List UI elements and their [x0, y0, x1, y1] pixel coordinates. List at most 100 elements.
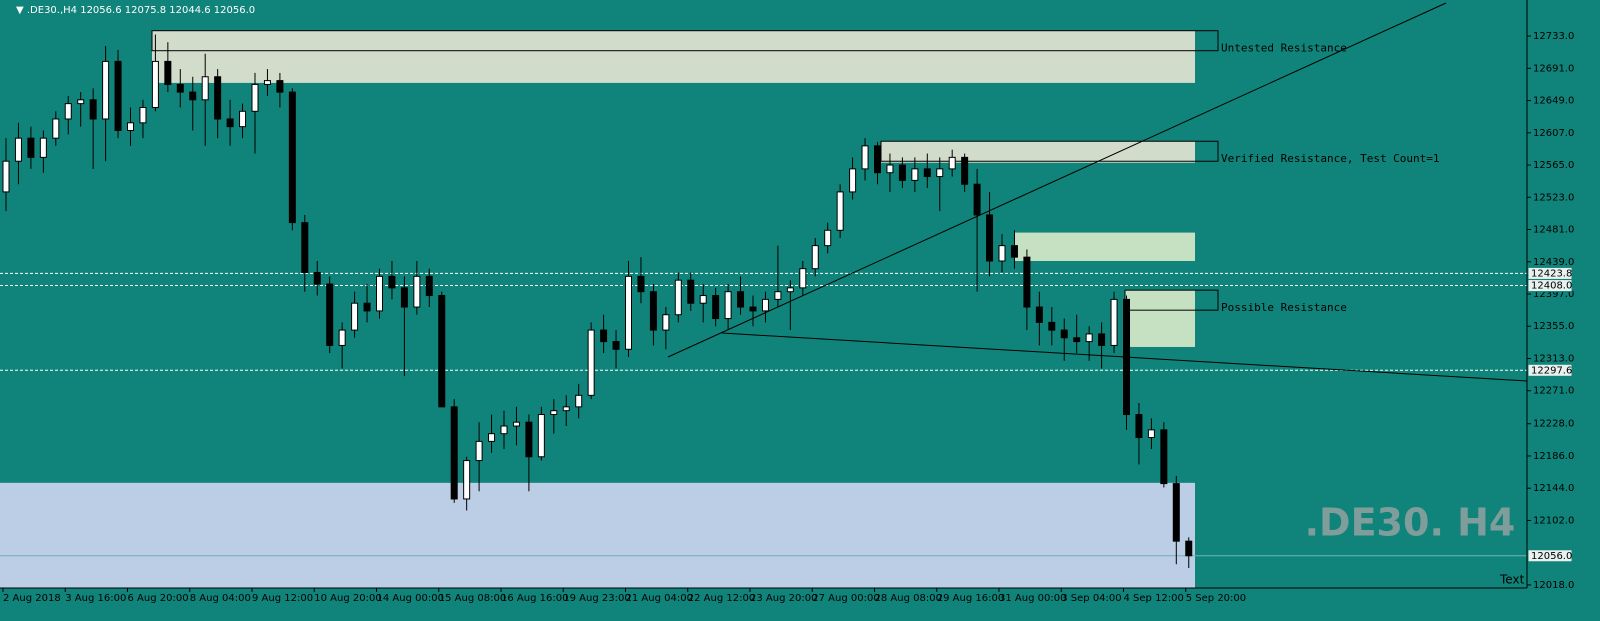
candle-body — [1085, 333, 1093, 343]
candle-body — [998, 245, 1006, 262]
candle-body — [537, 414, 545, 458]
candle-body — [1110, 298, 1118, 346]
candle-body — [413, 275, 421, 308]
y-tick-label: 12649.0 — [1533, 96, 1574, 107]
y-tick-label: 12355.0 — [1533, 321, 1574, 332]
candle-body — [525, 421, 533, 458]
x-tick-label: 19 Aug 23:00 — [563, 593, 630, 604]
candle-body — [625, 275, 632, 350]
candle-body — [500, 425, 508, 435]
candle-body — [239, 110, 247, 128]
candle-body — [836, 191, 844, 231]
y-tick-label: 12397.0 — [1533, 289, 1574, 300]
candle-body — [313, 272, 321, 285]
candle-body — [102, 60, 110, 120]
candle-body — [786, 287, 794, 293]
candle-body — [512, 421, 520, 427]
x-tick-label: 31 Aug 00:00 — [999, 593, 1066, 604]
candle-body — [39, 137, 47, 158]
level-label-box — [1527, 279, 1573, 293]
candle-body — [948, 156, 956, 170]
zone-label-box — [151, 30, 1219, 52]
candle-body — [774, 291, 782, 300]
candle-body — [1010, 245, 1018, 258]
zone-label: Untested Resistance — [1221, 42, 1347, 55]
candle-body — [562, 406, 570, 412]
candle-body — [1060, 329, 1068, 339]
level-label: 12423.8 — [1531, 268, 1572, 279]
candle-body — [226, 118, 234, 128]
x-tick-label: 2 Aug 2018 — [3, 593, 61, 604]
candle-body — [575, 394, 583, 408]
x-tick-label: 28 Aug 08:00 — [875, 593, 942, 604]
y-tick-label: 12144.0 — [1533, 483, 1574, 494]
candle-body — [936, 168, 944, 178]
candle-body — [164, 60, 172, 85]
y-tick-label: 12018.0 — [1533, 580, 1574, 591]
candle-body — [1098, 333, 1106, 346]
candle-body — [898, 164, 906, 181]
candle-body — [351, 302, 359, 331]
candle-body — [438, 295, 446, 408]
candle-body — [973, 183, 981, 216]
candle-body — [649, 291, 657, 331]
candle-body — [1135, 414, 1143, 439]
y-tick-label: 12733.0 — [1533, 31, 1574, 42]
x-tick-label: 14 Aug 00:00 — [377, 593, 444, 604]
candle-body — [114, 60, 122, 131]
candle-body — [201, 76, 209, 101]
candle-body — [14, 137, 22, 162]
chart-header: ▼ .DE30.,H4 12056.6 12075.8 12044.6 1205… — [16, 5, 255, 16]
candle-body — [338, 329, 346, 346]
candle-body — [139, 106, 147, 124]
candle-body — [1185, 540, 1193, 557]
candle-body — [612, 341, 620, 350]
zone — [0, 482, 1195, 588]
candle-body — [699, 295, 707, 304]
level-label-box — [1527, 549, 1573, 563]
y-tick-label: 12565.0 — [1533, 160, 1574, 171]
candle-body — [662, 314, 670, 331]
candle-body — [874, 145, 881, 174]
candle-body — [724, 291, 732, 320]
candle-body — [376, 275, 383, 312]
candle-body — [276, 80, 284, 93]
y-tick-label: 12523.0 — [1533, 192, 1574, 203]
candle-body — [363, 302, 371, 312]
candle-body — [52, 118, 60, 139]
candle-body — [687, 279, 695, 304]
zone — [1125, 290, 1195, 347]
candle-body — [301, 222, 309, 274]
x-tick-label: 6 Aug 20:00 — [128, 593, 189, 604]
x-tick-label: 9 Aug 12:00 — [252, 593, 313, 604]
candle-body — [824, 229, 832, 247]
x-tick-label: 21 Aug 04:00 — [626, 593, 693, 604]
candle-body — [811, 245, 819, 270]
y-tick-label: 12228.0 — [1533, 419, 1574, 430]
candle-body — [799, 268, 807, 289]
y-tick-label: 12607.0 — [1533, 128, 1574, 139]
candle-body — [600, 329, 608, 343]
candle-body — [761, 298, 769, 312]
x-tick-label: 27 Aug 00:00 — [812, 593, 879, 604]
zone — [152, 30, 1195, 83]
level-label: 12408.0 — [1531, 281, 1572, 292]
candle-body — [475, 440, 483, 462]
x-tick-label: 3 Aug 16:00 — [65, 593, 126, 604]
candle-body — [64, 103, 72, 120]
candle-body — [861, 145, 869, 170]
y-tick-label: 12186.0 — [1533, 451, 1574, 462]
candle-body — [400, 287, 408, 308]
y-tick-label: 12313.0 — [1533, 353, 1574, 364]
y-tick-label: 12271.0 — [1533, 386, 1574, 397]
candle-body — [263, 80, 271, 85]
zone — [1015, 232, 1195, 261]
candle-body — [1073, 337, 1081, 343]
x-tick-label: 5 Sep 20:00 — [1186, 593, 1246, 604]
trend-line — [667, 2, 1447, 358]
candle-body — [923, 168, 931, 178]
x-tick-label: 29 Aug 16:00 — [937, 593, 1004, 604]
candle-body — [251, 83, 259, 112]
candle-body — [986, 214, 994, 262]
